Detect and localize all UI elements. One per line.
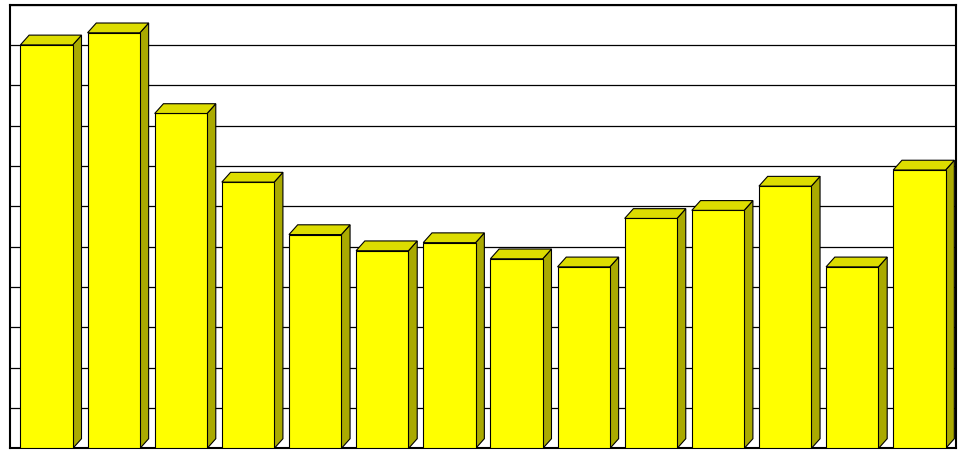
Polygon shape (88, 23, 149, 33)
Polygon shape (423, 233, 484, 243)
Bar (155, 114, 207, 448)
Polygon shape (341, 225, 350, 448)
Polygon shape (155, 104, 215, 114)
Polygon shape (289, 225, 350, 235)
Bar (625, 218, 677, 448)
Polygon shape (356, 241, 417, 251)
Polygon shape (811, 176, 820, 448)
Polygon shape (759, 176, 820, 186)
Polygon shape (625, 209, 686, 218)
Bar (423, 243, 475, 448)
Polygon shape (207, 104, 215, 448)
Bar (88, 33, 140, 448)
Polygon shape (946, 160, 954, 448)
Polygon shape (826, 257, 887, 267)
Polygon shape (744, 201, 753, 448)
Polygon shape (557, 257, 618, 267)
Polygon shape (222, 172, 283, 182)
Polygon shape (610, 257, 618, 448)
Bar (692, 210, 744, 448)
Bar (289, 235, 341, 448)
Polygon shape (20, 35, 81, 45)
Polygon shape (72, 35, 81, 448)
Polygon shape (140, 23, 149, 448)
Bar (222, 182, 274, 448)
Polygon shape (274, 172, 283, 448)
Polygon shape (894, 160, 954, 170)
Polygon shape (491, 249, 552, 259)
Bar (557, 267, 610, 448)
Bar (20, 45, 72, 448)
Bar (894, 170, 946, 448)
Bar (826, 267, 878, 448)
Polygon shape (475, 233, 484, 448)
Polygon shape (878, 257, 887, 448)
Polygon shape (409, 241, 417, 448)
Bar (759, 186, 811, 448)
Polygon shape (543, 249, 552, 448)
Bar (491, 259, 543, 448)
Polygon shape (677, 209, 686, 448)
Bar (356, 251, 409, 448)
Polygon shape (692, 201, 753, 210)
